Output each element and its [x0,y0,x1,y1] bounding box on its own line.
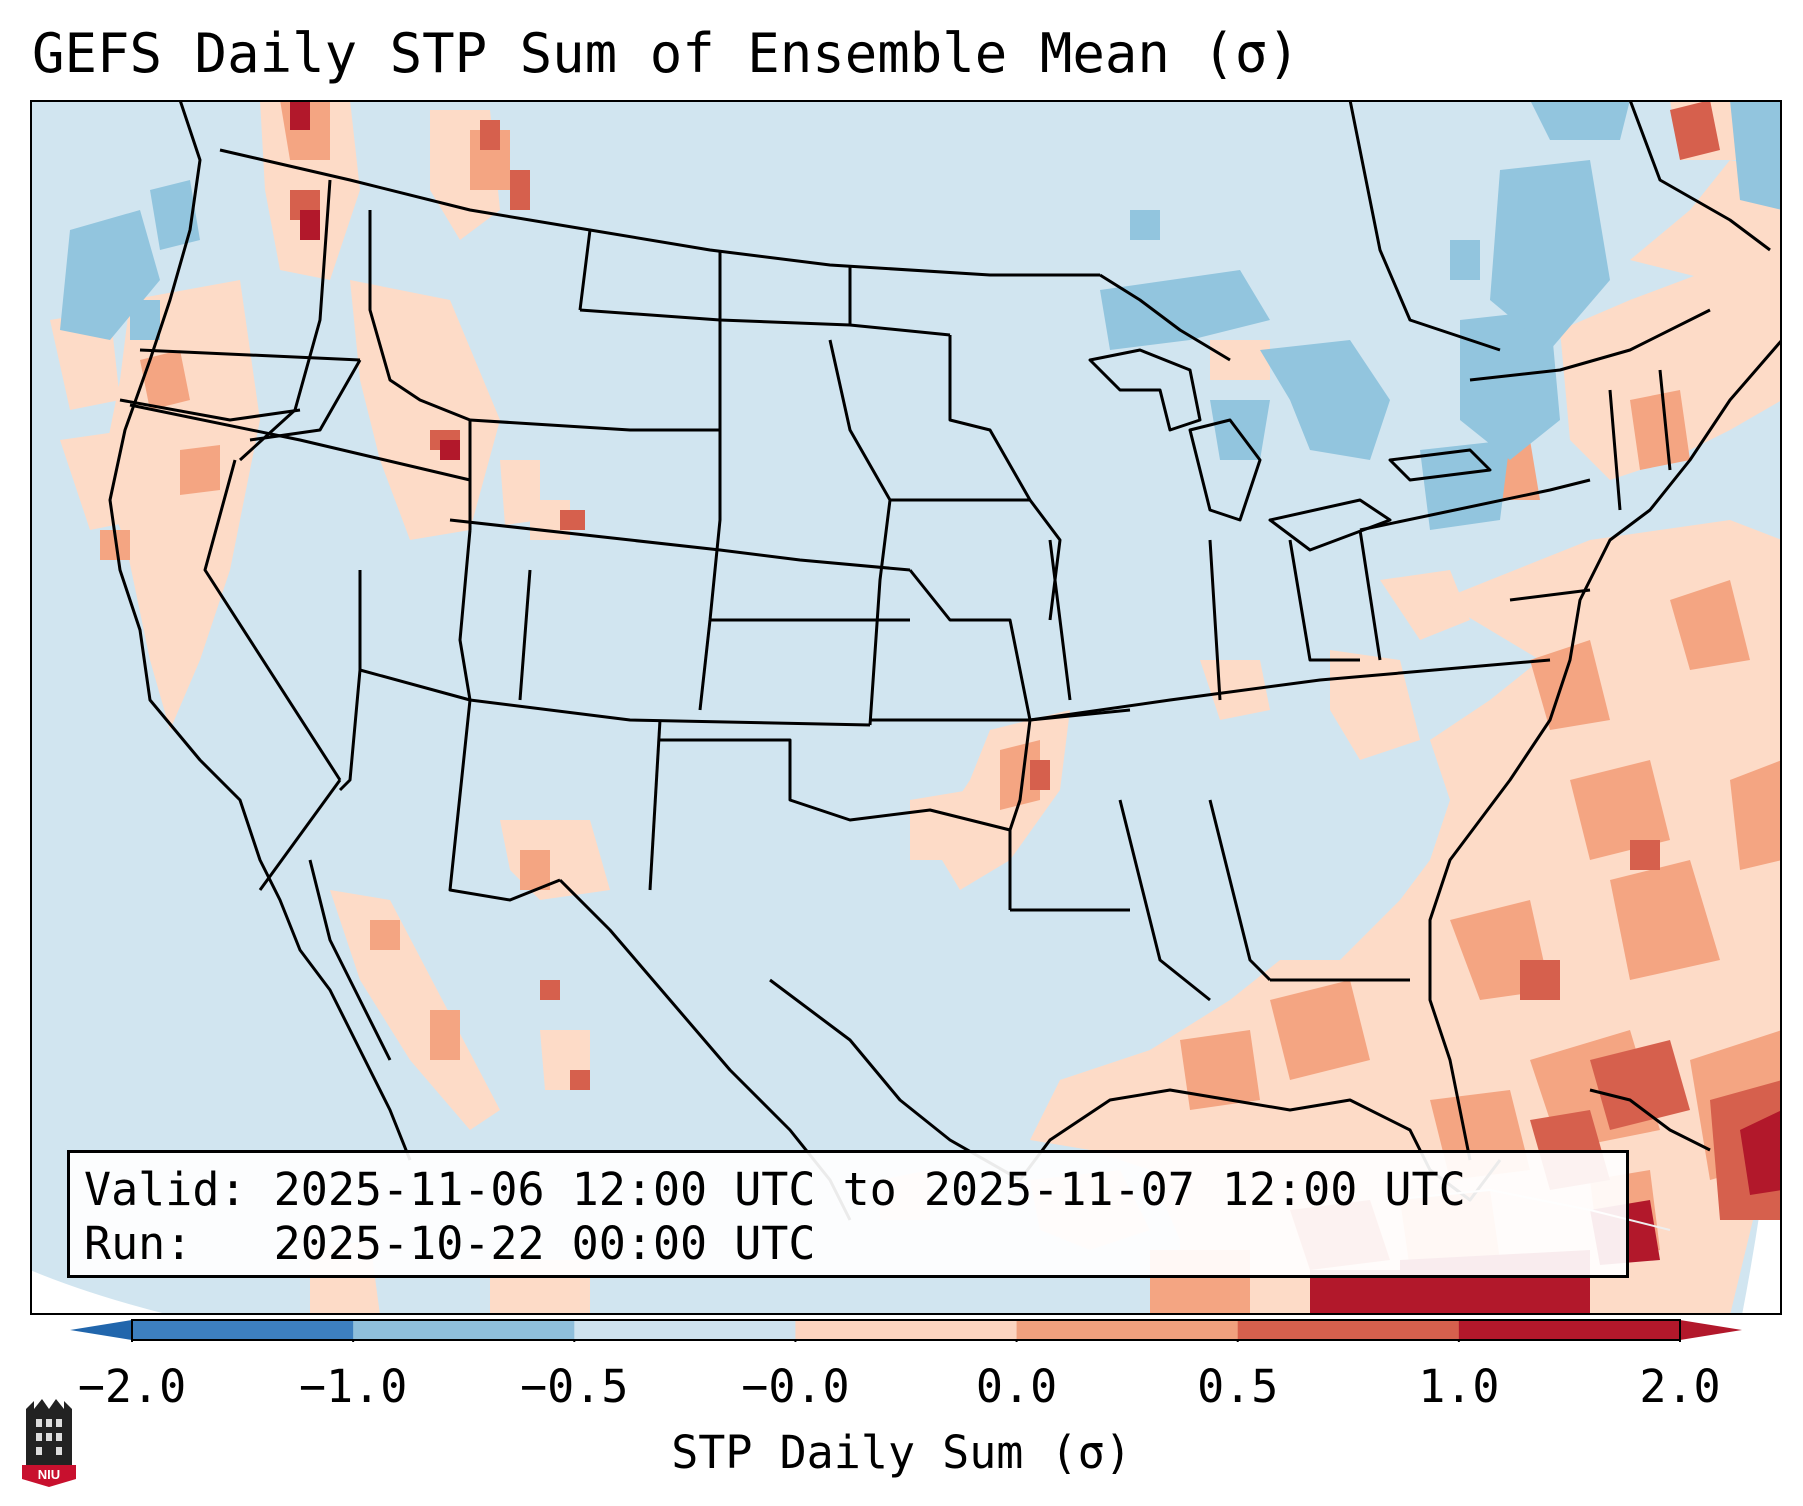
east-coastline [1428,339,1782,1161]
lake-huron [1188,418,1262,522]
mn-wi-line [948,335,1032,501]
pa-west-line [1358,529,1382,661]
map-canvas [30,100,1782,1315]
quebec-border [1348,100,1501,352]
nm-tx-line [648,719,662,891]
canada-border-west [219,148,1100,277]
wy-co-line [449,518,911,572]
tn-nc-line [1029,658,1551,722]
co-ut-line [518,569,532,701]
map-title: GEFS Daily STP Sum of Ensemble Mean (σ) [32,22,1300,85]
projection-edge [30,1270,170,1315]
colorbar-tick-label: −2.0 [77,1360,187,1413]
colorbar-cell [1016,1320,1239,1340]
colorbar-over-extend [1680,1320,1742,1340]
ny-canada-line [1469,308,1711,382]
stp-negative [60,100,1782,530]
baja-coast [308,859,392,1061]
colorbar-tick-label: 0.5 [1197,1360,1279,1413]
colorbar-tick-label: −0.0 [741,1360,850,1413]
lake-erie [1268,498,1392,552]
lake-michigan [1088,348,1202,432]
ut-co-line [458,529,472,701]
az-nm-line [448,699,561,902]
colorbar-cell [795,1320,1018,1340]
ok-tx-line [660,738,1011,832]
nd-sd-line [579,308,951,337]
colorbar-cell [132,1320,354,1340]
mo-border [908,569,1032,721]
four-corners-line [359,668,871,727]
wa-or-border [139,348,361,362]
colorbar-cell [1237,1320,1460,1340]
mt-wy-border [469,418,720,432]
west-coastline [108,100,412,1161]
tower-shape [26,1399,72,1465]
colorbar [70,1319,1742,1342]
projection-edge-right [1742,1030,1782,1315]
colorbar-cell [574,1320,796,1340]
pa-ny-line [1359,478,1591,532]
colorbar-outline [131,1319,1681,1341]
colorbar-cell [353,1320,575,1340]
colorbar-tick-label: −0.5 [520,1360,629,1413]
logo-text: NIU [38,1467,60,1482]
lake-ontario [1388,448,1492,482]
niu-logo: NIU [22,1399,76,1487]
id-mt-border [368,210,471,422]
co-ks-line [698,619,712,711]
colorbar-tick-label: 2.0 [1639,1360,1721,1413]
in-oh-line [1208,539,1222,701]
bahamas-islands [1589,1088,1711,1152]
colorbar-label: STP Daily Sum (σ) [671,1426,1132,1479]
map-panel [30,100,1782,1315]
ar-border [1008,719,1032,910]
st-lawrence [1628,100,1771,252]
colorbar-cell [1458,1320,1681,1340]
ms-al-line [1118,799,1211,1002]
wa-id-or-line [238,179,332,462]
il-in-line [1048,539,1072,701]
or-id-border [249,359,362,442]
md-line [1509,588,1591,602]
ny-vt-line [1608,389,1622,511]
al-ga-line [1208,799,1272,982]
mt-nd-border [578,229,592,311]
vt-nh-line [1658,369,1672,471]
colorbar-tick-label: −1.0 [298,1360,408,1413]
colorbar-ticks: −2.0 −1.0 −0.5 −0.0 0.0 0.5 1.0 2.0 [0,1360,1803,1416]
ca-border-south [258,779,342,891]
ut-nv-line [338,570,362,792]
map-border [30,100,1782,1315]
oh-wv-line [1288,539,1360,662]
lake-superior-shore [1099,273,1231,362]
colorbar-tick-label: 1.0 [1418,1360,1500,1413]
colorbar-tick-label: 0.0 [975,1360,1058,1413]
ca-nv-border [203,459,342,781]
or-border [119,398,301,422]
colorbar-under-extend [70,1320,132,1340]
valid-time-text: Valid: 2025-11-06 12:00 UTC to 2025-11-0… [84,1163,1466,1216]
run-time-text: Run: 2025-10-22 00:00 UTC [84,1217,816,1270]
valid-run-box: Valid: 2025-11-06 12:00 UTC to 2025-11-0… [67,1150,1629,1278]
sd-ne-west [708,320,722,621]
or-ca-nv-id [129,403,471,482]
